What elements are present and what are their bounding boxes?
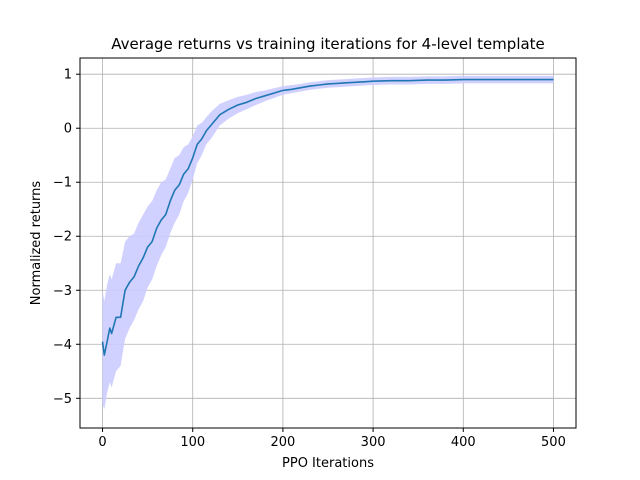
x-tick-label: 200 (270, 435, 295, 450)
x-tick-label: 100 (180, 435, 205, 450)
x-tick-label: 300 (361, 435, 386, 450)
y-tick-label: −1 (53, 176, 72, 191)
y-tick-label: 1 (64, 68, 72, 83)
x-tick-label: 500 (541, 435, 566, 450)
x-tick-label: 400 (451, 435, 476, 450)
x-tick-label: 0 (98, 435, 106, 450)
chart-title: Average returns vs training iterations f… (111, 35, 545, 53)
x-axis-label: PPO Iterations (282, 456, 374, 471)
confidence-band (102, 75, 554, 410)
y-tick-label: 0 (64, 122, 72, 137)
y-tick-label: −2 (53, 230, 72, 245)
y-axis: −5 −4 −3 −2 −1 0 1 (53, 68, 80, 407)
y-tick-label: −5 (53, 392, 72, 407)
y-tick-label: −3 (53, 284, 72, 299)
plot-frame (79, 57, 577, 429)
y-axis-label: Normalized returns (29, 181, 44, 306)
y-tick-label: −4 (53, 338, 72, 353)
series-line (101, 78, 554, 356)
x-axis: 0 100 200 300 400 500 (98, 428, 566, 450)
